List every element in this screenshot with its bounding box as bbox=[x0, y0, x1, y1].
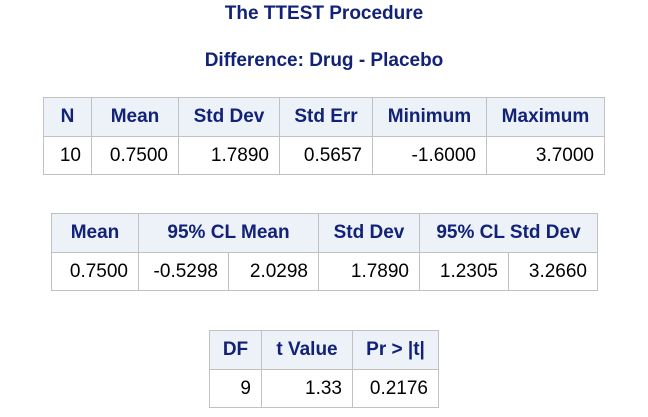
cell-cl-mean-lower: -0.5298 bbox=[138, 252, 229, 291]
summary-statistics-table: N Mean Std Dev Std Err Minimum Maximum 1… bbox=[43, 97, 605, 175]
header-n: N bbox=[43, 97, 92, 137]
table-row: 10 0.7500 1.7890 0.5657 -1.6000 3.7000 bbox=[43, 136, 605, 175]
cell-t-value: 1.33 bbox=[261, 369, 353, 408]
cell-mean: 0.7500 bbox=[51, 252, 139, 291]
header-std-err: Std Err bbox=[279, 97, 373, 137]
procedure-title: The TTEST Procedure bbox=[224, 3, 424, 24]
cell-cl-mean-upper: 2.0298 bbox=[228, 252, 319, 291]
confidence-limits-table: Mean 95% CL Mean Std Dev 95% CL Std Dev … bbox=[51, 213, 598, 291]
cell-pr-t: 0.2176 bbox=[352, 369, 439, 408]
header-cl-std-dev: 95% CL Std Dev bbox=[419, 213, 598, 253]
cell-cl-std-dev-lower: 1.2305 bbox=[419, 252, 509, 291]
header-maximum: Maximum bbox=[486, 97, 605, 137]
table-header-row: N Mean Std Dev Std Err Minimum Maximum bbox=[43, 97, 605, 137]
cell-df: 9 bbox=[209, 369, 262, 408]
cell-maximum: 3.7000 bbox=[486, 136, 605, 175]
header-mean: Mean bbox=[91, 97, 179, 137]
header-std-dev: Std Dev bbox=[318, 213, 420, 253]
header-df: DF bbox=[209, 330, 262, 370]
table-row: 9 1.33 0.2176 bbox=[209, 369, 439, 408]
header-cl-mean: 95% CL Mean bbox=[138, 213, 319, 253]
table-row: 0.7500 -0.5298 2.0298 1.7890 1.2305 3.26… bbox=[51, 252, 598, 291]
cell-minimum: -1.6000 bbox=[372, 136, 487, 175]
table-header-row: DF t Value Pr > |t| bbox=[209, 330, 439, 370]
header-mean: Mean bbox=[51, 213, 139, 253]
header-pr-t: Pr > |t| bbox=[352, 330, 439, 370]
cell-n: 10 bbox=[43, 136, 92, 175]
header-t-value: t Value bbox=[261, 330, 353, 370]
cell-std-dev: 1.7890 bbox=[318, 252, 420, 291]
difference-title: Difference: Drug - Placebo bbox=[204, 50, 444, 71]
header-minimum: Minimum bbox=[372, 97, 487, 137]
cell-std-err: 0.5657 bbox=[279, 136, 373, 175]
table-header-row: Mean 95% CL Mean Std Dev 95% CL Std Dev bbox=[51, 213, 598, 253]
t-test-table: DF t Value Pr > |t| 9 1.33 0.2176 bbox=[209, 330, 439, 408]
cell-std-dev: 1.7890 bbox=[178, 136, 280, 175]
cell-mean: 0.7500 bbox=[91, 136, 179, 175]
cell-cl-std-dev-upper: 3.2660 bbox=[508, 252, 598, 291]
header-std-dev: Std Dev bbox=[178, 97, 280, 137]
